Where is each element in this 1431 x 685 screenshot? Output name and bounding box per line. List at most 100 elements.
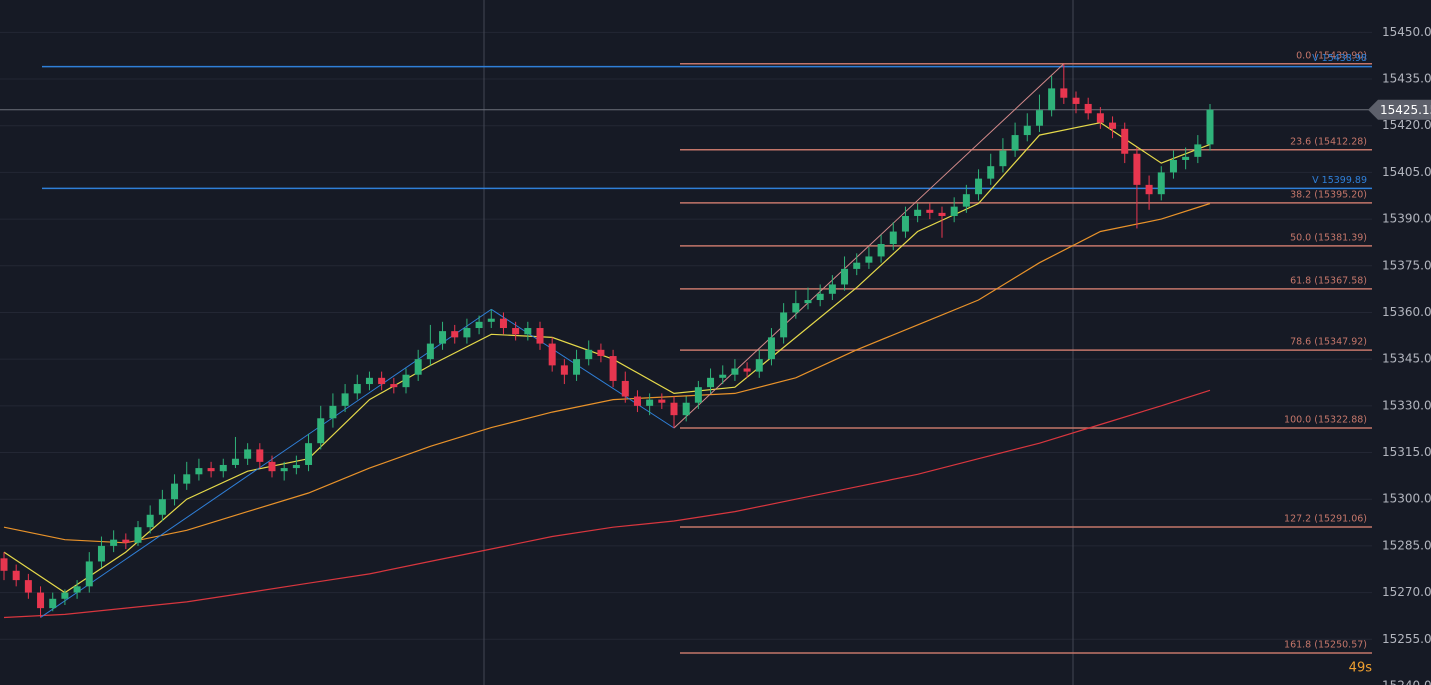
fib-label: 78.6 (15347.92) bbox=[1290, 337, 1367, 348]
candle-body bbox=[926, 209, 934, 213]
fib-label: 127.2 (15291.06) bbox=[1284, 514, 1367, 525]
y-axis: 15240.0 15255.0 15270.0 15285.0 15300.0 15315… bbox=[1368, 25, 1431, 685]
candle-body bbox=[97, 545, 105, 562]
candle-body bbox=[463, 328, 471, 338]
y-tick-label: 15270.0 bbox=[1382, 585, 1431, 599]
candle-body bbox=[536, 328, 544, 344]
candle-body bbox=[694, 387, 702, 403]
horizontal-line-label: V 15438.98 bbox=[1312, 53, 1367, 64]
candle-body bbox=[816, 293, 824, 301]
candle-body bbox=[1157, 172, 1165, 195]
candle-body bbox=[134, 527, 142, 543]
candle-body bbox=[1072, 97, 1080, 104]
candle-body bbox=[73, 586, 81, 593]
candle-body bbox=[122, 539, 130, 543]
candle-body bbox=[353, 384, 361, 394]
candle-body bbox=[560, 365, 568, 375]
y-tick-label: 15285.0 bbox=[1382, 538, 1431, 552]
candle-body bbox=[183, 474, 191, 484]
candle-body bbox=[1133, 153, 1141, 185]
candle-body bbox=[451, 331, 459, 338]
candle-body bbox=[317, 418, 325, 444]
price-tag-label: 15425.15 bbox=[1380, 103, 1431, 117]
y-tick-label: 15345.0 bbox=[1382, 352, 1431, 366]
candle-body bbox=[707, 377, 715, 388]
y-tick-label: 15375.0 bbox=[1382, 258, 1431, 272]
candle-body bbox=[12, 570, 20, 581]
candle-body bbox=[780, 312, 788, 338]
candle-body bbox=[1060, 88, 1068, 98]
y-tick-label: 15405.0 bbox=[1382, 165, 1431, 179]
candle-body bbox=[1096, 113, 1104, 123]
candle-body bbox=[621, 380, 629, 397]
candle-body bbox=[767, 337, 775, 360]
candle-body bbox=[426, 343, 434, 360]
candle-body bbox=[365, 377, 373, 385]
candle-body bbox=[110, 539, 118, 546]
candles bbox=[0, 63, 1214, 618]
candle-body bbox=[378, 377, 386, 385]
candle-body bbox=[1011, 135, 1019, 151]
candle-body bbox=[524, 328, 532, 335]
candle-body bbox=[743, 368, 751, 372]
candle-body bbox=[658, 399, 666, 403]
y-tick-label: 15330.0 bbox=[1382, 398, 1431, 412]
candle-body bbox=[268, 461, 276, 472]
candle-body bbox=[719, 374, 727, 378]
y-tick-label: 15315.0 bbox=[1382, 445, 1431, 459]
candle-body bbox=[329, 405, 337, 419]
price-tag bbox=[1368, 99, 1431, 120]
candle-body bbox=[841, 268, 849, 285]
candle-body bbox=[439, 331, 447, 344]
candle-body bbox=[61, 592, 69, 599]
candle-body bbox=[341, 393, 349, 406]
candle-body bbox=[512, 328, 520, 335]
candle-body bbox=[804, 300, 812, 304]
candle-body bbox=[646, 399, 654, 406]
candle-body bbox=[877, 243, 885, 257]
candle-body bbox=[292, 464, 300, 469]
fib-label: 50.0 (15381.39) bbox=[1290, 232, 1367, 243]
candle-body bbox=[207, 468, 215, 472]
candle-body bbox=[49, 598, 57, 609]
candle-body bbox=[1169, 159, 1177, 173]
candle-body bbox=[975, 178, 983, 195]
trend-line bbox=[491, 308, 675, 429]
candle-body bbox=[158, 499, 166, 515]
fib-label: 23.6 (15412.28) bbox=[1290, 136, 1367, 147]
candle-body bbox=[585, 349, 593, 360]
trend-line bbox=[673, 63, 1065, 429]
candle-body bbox=[146, 514, 154, 528]
candle-body bbox=[999, 150, 1007, 167]
candle-body bbox=[755, 359, 763, 372]
candle-body bbox=[487, 318, 495, 322]
horizontal-line-label: V 15399.89 bbox=[1312, 175, 1367, 186]
candle-body bbox=[962, 194, 970, 207]
candle-body bbox=[889, 231, 897, 244]
candle-body bbox=[1048, 88, 1056, 111]
candle-body bbox=[731, 368, 739, 375]
fib-label: 100.0 (15322.88) bbox=[1284, 414, 1367, 425]
candle-body bbox=[792, 303, 800, 313]
candle-body bbox=[219, 464, 227, 472]
candle-body bbox=[865, 256, 873, 263]
candle-body bbox=[37, 592, 45, 609]
candle-body bbox=[256, 449, 264, 462]
candle-body bbox=[280, 468, 288, 472]
candle-body bbox=[987, 166, 995, 179]
y-tick-label: 15450.0 bbox=[1382, 25, 1431, 39]
candle-body bbox=[1182, 156, 1190, 160]
candle-body bbox=[24, 580, 32, 593]
candle-body bbox=[1206, 109, 1214, 145]
candle-body bbox=[499, 318, 507, 329]
candle-body bbox=[828, 284, 836, 294]
candle-body bbox=[171, 483, 179, 500]
candle-body bbox=[1023, 125, 1031, 136]
candle-body bbox=[548, 343, 556, 366]
candle-body bbox=[1145, 184, 1153, 195]
candle-body bbox=[414, 359, 422, 375]
candle-body bbox=[231, 458, 239, 465]
candle-body bbox=[950, 206, 958, 216]
